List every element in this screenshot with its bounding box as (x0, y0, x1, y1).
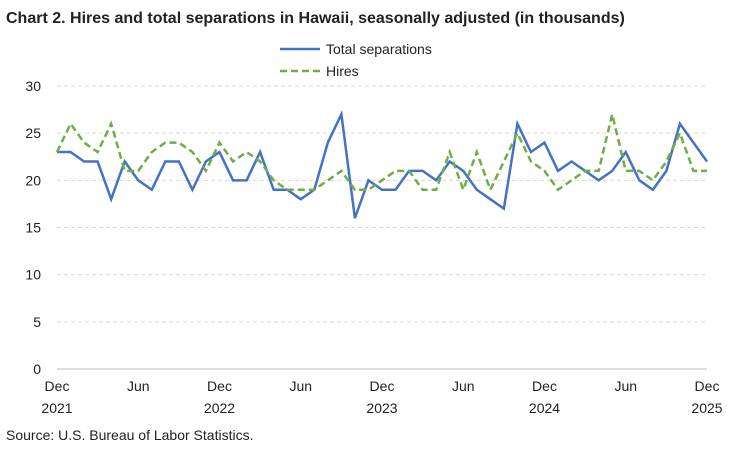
y-tick-label: 10 (25, 267, 41, 283)
x-tick-label: Dec 2022 (204, 378, 235, 416)
x-tick-label: Dec 2025 (691, 378, 722, 416)
series-line (55, 114, 707, 194)
x-tick-label-line: 2022 (204, 400, 235, 416)
x-tick-label-line: Dec (207, 378, 232, 394)
x-tick-label: Jun (289, 378, 312, 394)
x-tick-label-line: 2023 (366, 400, 397, 416)
x-tick-label: Dec 2024 (529, 378, 560, 416)
y-tick-label: 20 (25, 172, 41, 188)
legend-label: Hires (326, 63, 359, 79)
x-tick-label: Jun (452, 378, 475, 394)
series-line (57, 109, 709, 219)
x-tick-label-line: Dec (370, 378, 395, 394)
x-tick-label: Jun (127, 378, 150, 394)
x-tick-label: Dec 2021 (41, 378, 72, 416)
y-tick-label: 15 (25, 220, 41, 236)
legend-label: Total separations (326, 41, 432, 57)
x-tick-label-line: Jun (127, 378, 150, 394)
x-tick-label-line: Jun (452, 378, 475, 394)
source-note: Source: U.S. Bureau of Labor Statistics. (6, 427, 253, 443)
x-tick-label-line: Dec (532, 378, 557, 394)
x-tick-label: Jun (614, 378, 637, 394)
y-tick-label: 5 (33, 314, 41, 330)
x-tick-label-line: 2021 (41, 400, 72, 416)
x-tick-label-line: Jun (614, 378, 637, 394)
x-tick-label-line: 2025 (691, 400, 722, 416)
chart-title: Chart 2. Hires and total separations in … (6, 10, 625, 27)
x-tick-label-line: 2024 (529, 400, 560, 416)
x-tick-label-line: Jun (289, 378, 312, 394)
x-tick-label-line: Dec (45, 378, 70, 394)
y-tick-label: 25 (25, 125, 41, 141)
x-tick-label-line: Dec (695, 378, 720, 394)
y-tick-label: 30 (25, 78, 41, 94)
x-tick-label: Dec 2023 (366, 378, 397, 416)
y-tick-label: 0 (33, 361, 41, 377)
